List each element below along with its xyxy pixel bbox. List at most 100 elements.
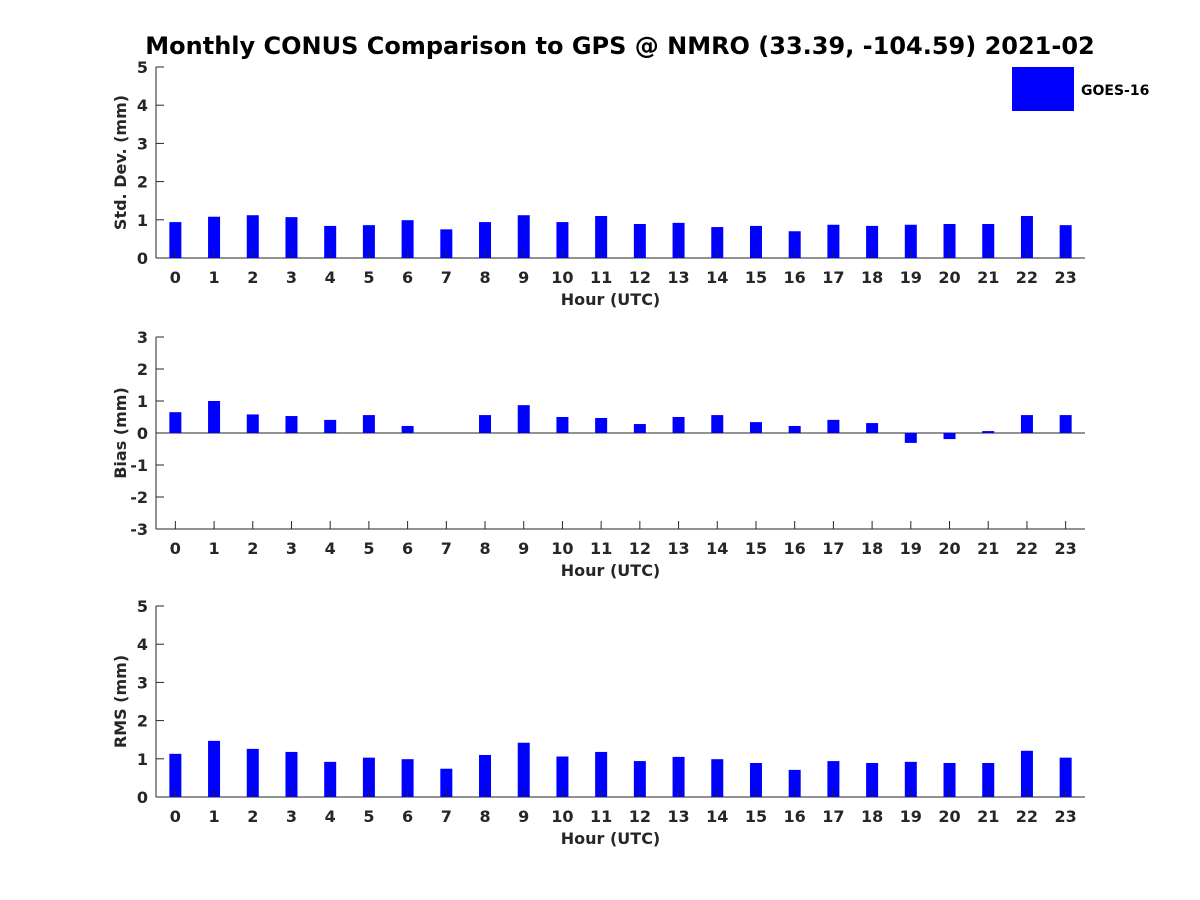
y-tick-label: -3 — [130, 520, 148, 539]
bar — [788, 231, 801, 258]
bar — [285, 416, 298, 433]
bar — [556, 417, 569, 433]
x-tick-label: 16 — [784, 268, 806, 287]
x-tick-label: 7 — [441, 807, 452, 826]
y-tick-label: 5 — [137, 597, 148, 616]
bar — [711, 227, 724, 258]
x-tick-label: 14 — [706, 268, 728, 287]
bar — [401, 220, 414, 258]
bar — [866, 225, 879, 258]
bar — [904, 224, 917, 258]
x-tick-label: 18 — [861, 268, 883, 287]
bar — [633, 224, 646, 258]
bar — [208, 216, 221, 258]
y-tick-label: 2 — [137, 712, 148, 731]
x-tick-label: 12 — [629, 539, 651, 558]
bar — [1020, 215, 1033, 258]
bar — [1059, 415, 1072, 433]
bar — [749, 225, 762, 258]
x-tick-label: 11 — [590, 539, 612, 558]
x-tick-label: 5 — [363, 807, 374, 826]
legend-swatch — [1012, 67, 1074, 111]
bar — [1059, 225, 1072, 258]
x-tick-label: 15 — [745, 539, 767, 558]
bar — [440, 229, 453, 258]
y-tick-label: -1 — [130, 456, 148, 475]
x-tick-label: 3 — [286, 807, 297, 826]
x-tick-label: 1 — [208, 539, 219, 558]
y-axis-label: RMS (mm) — [111, 655, 130, 748]
x-tick-label: 6 — [402, 807, 413, 826]
x-tick-label: 18 — [861, 539, 883, 558]
bar — [943, 224, 956, 258]
bar — [1020, 415, 1033, 433]
x-tick-label: 20 — [938, 539, 960, 558]
x-tick-label: 17 — [822, 807, 844, 826]
bar — [169, 412, 182, 433]
bar — [943, 763, 956, 797]
bar — [904, 433, 917, 443]
bar — [401, 759, 414, 797]
x-tick-label: 4 — [325, 807, 336, 826]
bar — [827, 761, 840, 797]
y-tick-label: 2 — [137, 360, 148, 379]
x-tick-label: 11 — [590, 268, 612, 287]
x-tick-label: 23 — [1055, 539, 1077, 558]
x-tick-label: 9 — [518, 268, 529, 287]
x-axis-label: Hour (UTC) — [561, 561, 661, 580]
x-tick-label: 2 — [247, 807, 258, 826]
x-tick-label: 20 — [938, 807, 960, 826]
x-tick-label: 0 — [170, 268, 181, 287]
x-tick-label: 8 — [479, 807, 490, 826]
x-tick-label: 13 — [667, 539, 689, 558]
x-tick-label: 1 — [208, 807, 219, 826]
legend: GOES-16 — [1012, 67, 1149, 111]
bar — [401, 425, 414, 433]
bar — [672, 756, 685, 797]
x-tick-label: 19 — [900, 268, 922, 287]
x-tick-label: 5 — [363, 268, 374, 287]
y-tick-label: 2 — [137, 173, 148, 192]
bar — [711, 759, 724, 797]
bar — [866, 423, 879, 433]
bar — [982, 763, 995, 797]
bar — [556, 222, 569, 258]
bar — [866, 763, 879, 797]
x-tick-label: 10 — [551, 807, 573, 826]
bar — [904, 761, 917, 797]
bar — [827, 224, 840, 258]
bar — [595, 215, 608, 258]
x-tick-label: 21 — [977, 539, 999, 558]
x-tick-label: 22 — [1016, 268, 1038, 287]
bar — [362, 757, 375, 797]
y-tick-label: 0 — [137, 788, 148, 807]
x-tick-label: 18 — [861, 807, 883, 826]
bar — [246, 748, 259, 797]
x-axis-label: Hour (UTC) — [561, 290, 661, 309]
bar — [246, 215, 259, 258]
x-tick-label: 3 — [286, 268, 297, 287]
bar — [982, 224, 995, 258]
x-tick-label: 0 — [170, 807, 181, 826]
bar — [749, 422, 762, 433]
x-tick-label: 14 — [706, 539, 728, 558]
x-tick-label: 8 — [479, 539, 490, 558]
bar — [324, 419, 337, 433]
y-tick-label: 0 — [137, 424, 148, 443]
x-tick-label: 7 — [441, 268, 452, 287]
bar — [208, 740, 221, 797]
x-tick-label: 6 — [402, 268, 413, 287]
x-tick-label: 23 — [1055, 268, 1077, 287]
bar — [208, 401, 221, 433]
x-tick-label: 22 — [1016, 539, 1038, 558]
x-tick-label: 19 — [900, 539, 922, 558]
x-tick-label: 10 — [551, 539, 573, 558]
y-tick-label: 3 — [137, 328, 148, 347]
bar — [285, 751, 298, 797]
x-tick-label: 23 — [1055, 807, 1077, 826]
bar — [556, 756, 569, 797]
x-tick-label: 1 — [208, 268, 219, 287]
x-tick-label: 17 — [822, 539, 844, 558]
